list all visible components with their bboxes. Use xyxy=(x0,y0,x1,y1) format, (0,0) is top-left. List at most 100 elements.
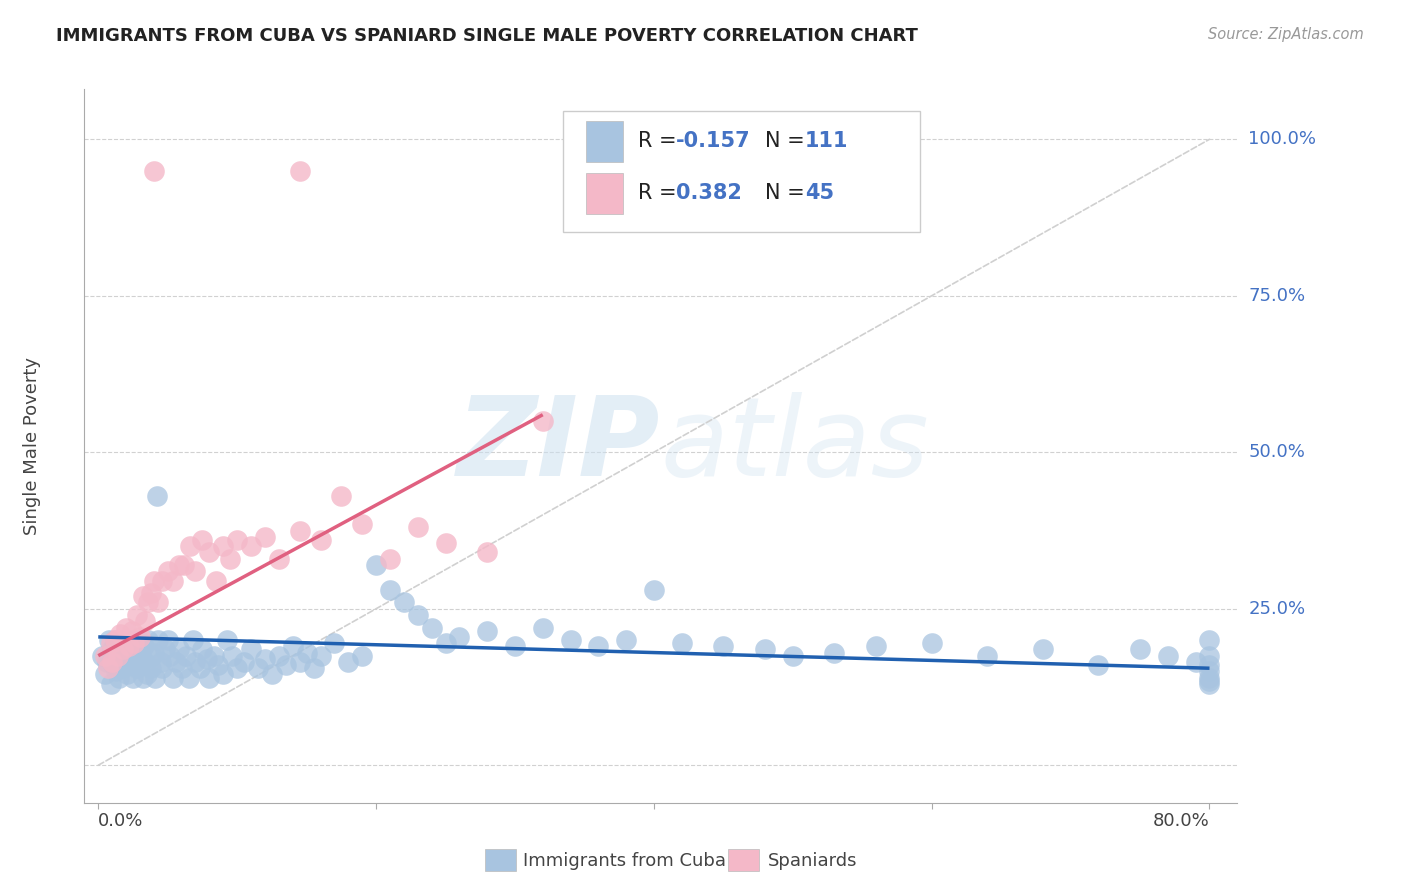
Point xyxy=(145,489,167,503)
Point xyxy=(128,633,150,648)
Point xyxy=(217,633,239,648)
Point xyxy=(162,574,184,588)
Point xyxy=(94,648,117,663)
Point xyxy=(91,648,114,663)
Point xyxy=(288,655,311,669)
Point xyxy=(165,655,187,669)
Point xyxy=(1198,671,1220,685)
Point xyxy=(352,648,374,663)
Point xyxy=(219,551,242,566)
Point xyxy=(531,414,554,428)
Point xyxy=(103,658,125,673)
Point xyxy=(173,558,195,572)
Point xyxy=(122,671,145,685)
Point xyxy=(212,539,235,553)
Point xyxy=(132,640,155,654)
Point xyxy=(101,655,124,669)
Point xyxy=(267,648,290,663)
Point xyxy=(96,655,118,669)
Point xyxy=(782,648,804,663)
Point xyxy=(135,667,157,681)
Point xyxy=(115,655,138,669)
Point xyxy=(124,655,146,669)
Point xyxy=(976,648,998,663)
Point xyxy=(110,627,132,641)
Point xyxy=(136,633,159,648)
Point xyxy=(120,658,142,673)
Point xyxy=(205,574,228,588)
Point xyxy=(141,648,163,663)
Point xyxy=(198,545,221,559)
Point xyxy=(184,564,207,578)
Point xyxy=(115,621,138,635)
Text: R =: R = xyxy=(638,183,683,202)
Point xyxy=(101,642,124,657)
Point xyxy=(226,533,249,547)
Point xyxy=(711,640,734,654)
Point xyxy=(1184,655,1206,669)
Text: Single Male Poverty: Single Male Poverty xyxy=(24,357,42,535)
Point xyxy=(136,595,159,609)
Text: Source: ZipAtlas.com: Source: ZipAtlas.com xyxy=(1208,27,1364,42)
Point xyxy=(170,661,193,675)
Point xyxy=(177,671,200,685)
Point xyxy=(302,661,325,675)
Point xyxy=(560,633,582,648)
Text: 0.382: 0.382 xyxy=(676,183,742,202)
Bar xyxy=(586,173,623,214)
Point xyxy=(240,642,263,657)
Point xyxy=(434,636,457,650)
Point xyxy=(129,658,152,673)
Text: 45: 45 xyxy=(804,183,834,202)
Point xyxy=(233,655,256,669)
Point xyxy=(150,574,173,588)
Point xyxy=(1198,673,1220,688)
Point xyxy=(1198,648,1220,663)
Text: Spaniards: Spaniards xyxy=(768,852,858,870)
Point xyxy=(112,661,135,675)
Point xyxy=(156,564,179,578)
Point xyxy=(323,636,346,650)
Point xyxy=(253,530,276,544)
Point xyxy=(309,648,332,663)
Point xyxy=(378,551,401,566)
Point xyxy=(107,648,129,663)
Point xyxy=(131,671,153,685)
Point xyxy=(104,633,127,648)
Point xyxy=(104,633,127,648)
Text: N =: N = xyxy=(765,131,811,152)
Point xyxy=(1129,642,1152,657)
Point xyxy=(149,655,172,669)
Point xyxy=(118,640,141,654)
Point xyxy=(134,655,156,669)
Point xyxy=(240,539,263,553)
Point xyxy=(337,655,360,669)
Point xyxy=(253,652,276,666)
Point xyxy=(378,582,401,597)
Point xyxy=(202,648,225,663)
Point xyxy=(142,163,165,178)
Point xyxy=(823,646,845,660)
Point xyxy=(221,648,243,663)
Point xyxy=(1032,642,1054,657)
Point xyxy=(503,640,526,654)
Point xyxy=(111,648,134,663)
Point xyxy=(98,633,121,648)
Text: 25.0%: 25.0% xyxy=(1249,599,1306,618)
Point xyxy=(865,640,887,654)
Point xyxy=(191,642,214,657)
Point xyxy=(281,640,304,654)
Point xyxy=(260,667,283,681)
Point xyxy=(159,648,181,663)
Text: 100.0%: 100.0% xyxy=(1249,130,1316,148)
Text: R =: R = xyxy=(638,131,683,152)
Point xyxy=(1198,633,1220,648)
Point xyxy=(115,636,138,650)
Point xyxy=(643,582,665,597)
Point xyxy=(191,533,214,547)
Point xyxy=(614,633,637,648)
Point xyxy=(588,640,610,654)
Point xyxy=(134,614,156,628)
Point xyxy=(108,671,131,685)
Point xyxy=(288,163,311,178)
